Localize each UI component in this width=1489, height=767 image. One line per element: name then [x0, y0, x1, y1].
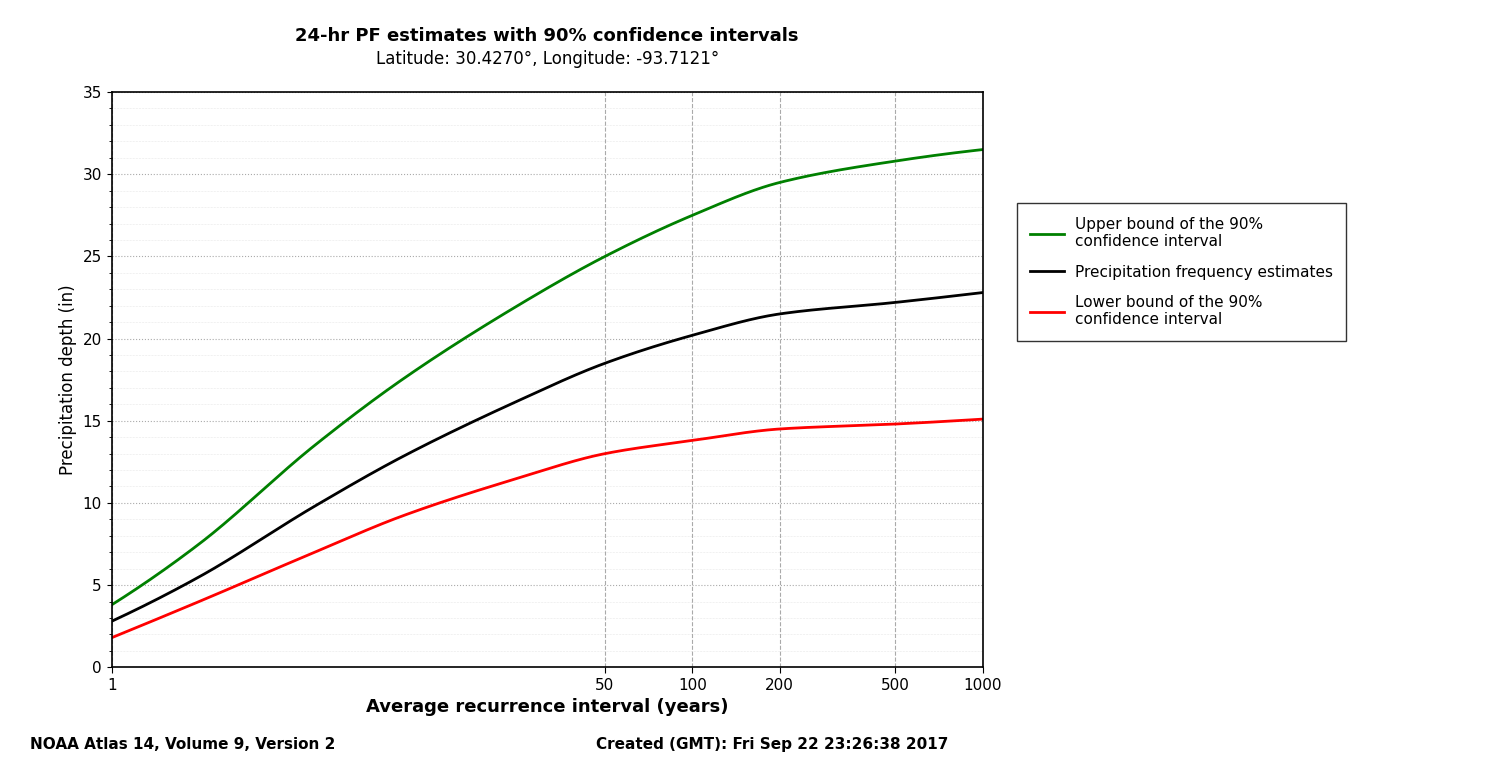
Text: 24-hr PF estimates with 90% confidence intervals: 24-hr PF estimates with 90% confidence i… [295, 27, 800, 44]
Precipitation frequency estimates [517, 393, 535, 402]
Precipitation frequency estimates [621, 350, 639, 359]
Lower bound of the 90%
confidence interval [816, 422, 834, 431]
Lower bound of the 90%
confidence interval [575, 454, 593, 463]
Upper bound of the 90%
confidence interval [575, 263, 593, 272]
Text: NOAA Atlas 14, Volume 9, Version 2: NOAA Atlas 14, Volume 9, Version 2 [30, 736, 335, 752]
Text: Latitude: 30.4270°, Longitude: -93.7121°: Latitude: 30.4270°, Longitude: -93.7121° [375, 50, 719, 67]
Y-axis label: Precipitation depth (in): Precipitation depth (in) [60, 285, 77, 475]
Precipitation frequency estimates [816, 304, 834, 313]
Upper bound of the 90%
confidence interval [816, 168, 834, 177]
Lower bound of the 90%
confidence interval [621, 445, 639, 454]
Legend: Upper bound of the 90%
confidence interval, Precipitation frequency estimates, L: Upper bound of the 90% confidence interv… [1017, 203, 1346, 341]
Precipitation frequency estimates [575, 367, 593, 377]
Upper bound of the 90%
confidence interval [974, 145, 992, 154]
Line: Precipitation frequency estimates: Precipitation frequency estimates [112, 292, 983, 621]
Line: Lower bound of the 90%
confidence interval: Lower bound of the 90% confidence interv… [112, 419, 983, 637]
Upper bound of the 90%
confidence interval [517, 296, 535, 305]
Upper bound of the 90%
confidence interval [103, 601, 121, 610]
X-axis label: Average recurrence interval (years): Average recurrence interval (years) [366, 698, 728, 716]
Upper bound of the 90%
confidence interval [521, 293, 539, 302]
Lower bound of the 90%
confidence interval [974, 414, 992, 423]
Lower bound of the 90%
confidence interval [103, 633, 121, 642]
Precipitation frequency estimates [521, 390, 539, 400]
Upper bound of the 90%
confidence interval [621, 239, 639, 249]
Lower bound of the 90%
confidence interval [521, 469, 539, 479]
Lower bound of the 90%
confidence interval [953, 416, 971, 425]
Line: Upper bound of the 90%
confidence interval: Upper bound of the 90% confidence interv… [112, 150, 983, 605]
Precipitation frequency estimates [974, 288, 992, 297]
Precipitation frequency estimates [953, 291, 971, 300]
Text: Created (GMT): Fri Sep 22 23:26:38 2017: Created (GMT): Fri Sep 22 23:26:38 2017 [596, 736, 948, 752]
Lower bound of the 90%
confidence interval [517, 471, 535, 480]
Upper bound of the 90%
confidence interval [953, 147, 971, 156]
Precipitation frequency estimates [103, 617, 121, 626]
